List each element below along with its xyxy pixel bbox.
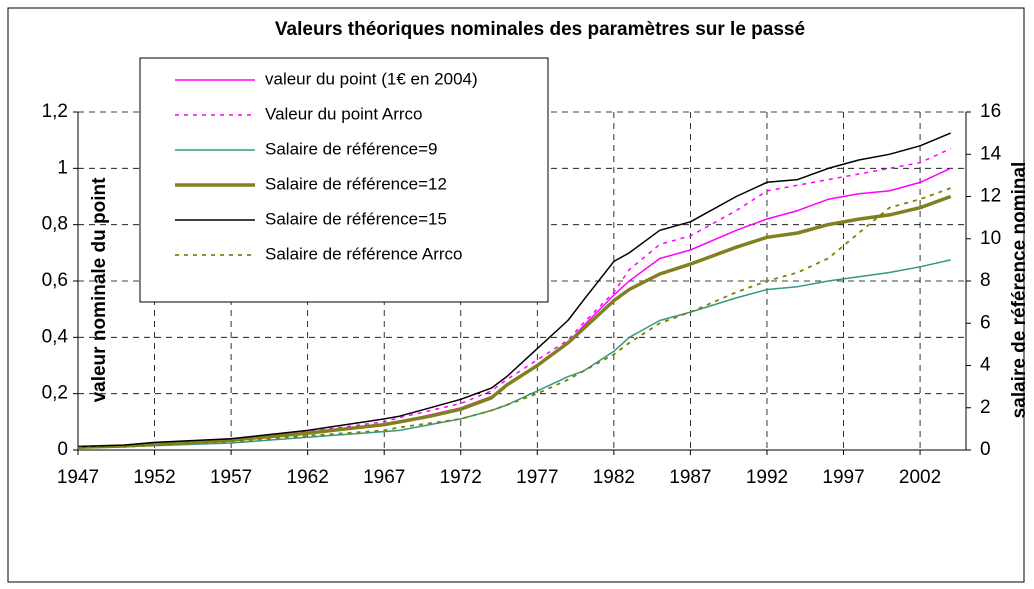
x-tick-label: 1987	[669, 467, 711, 488]
y2-tick-label: 10	[980, 228, 1001, 249]
x-tick-label: 1947	[57, 467, 99, 488]
y2-tick-label: 8	[980, 270, 991, 291]
legend-label: Salaire de référence=15	[265, 209, 447, 228]
y-tick-label: 0,6	[42, 270, 68, 291]
x-tick-label: 1977	[516, 467, 558, 488]
x-tick-label: 1962	[287, 467, 329, 488]
y-tick-label: 0,4	[42, 326, 69, 347]
x-tick-label: 1957	[210, 467, 252, 488]
x-tick-label: 1997	[822, 467, 864, 488]
y2-tick-label: 2	[980, 397, 991, 418]
y2-tick-label: 6	[980, 312, 991, 333]
y-tick-label: 0,2	[42, 383, 68, 404]
y2-tick-label: 14	[980, 143, 1002, 164]
y-tick-label: 0	[57, 439, 68, 460]
legend-label: Salaire de référence Arrco	[265, 244, 463, 263]
y-tick-label: 0,8	[42, 214, 68, 235]
x-tick-label: 1982	[593, 467, 635, 488]
legend-box	[139, 57, 549, 303]
series-line	[77, 259, 951, 449]
legend-label: Salaire de référence=9	[265, 139, 437, 158]
x-tick-label: 1967	[363, 467, 405, 488]
series-line	[77, 187, 952, 449]
x-tick-label: 1972	[440, 467, 482, 488]
y-tick-label: 1	[57, 157, 68, 178]
legend-label: valeur du point (1€ en 2004)	[265, 69, 478, 88]
x-tick-label: 2002	[899, 467, 941, 488]
series-line	[77, 132, 951, 448]
legend-label: Salaire de référence=12	[265, 174, 447, 193]
x-tick-label: 1992	[746, 467, 788, 488]
y-axis-label: valeur nominale du point	[89, 177, 110, 403]
legend-label: Valeur du point Arrco	[265, 104, 423, 123]
y2-tick-label: 0	[980, 439, 991, 460]
y-tick-label: 1,2	[42, 101, 68, 122]
y2-tick-label: 16	[980, 101, 1001, 122]
y2-axis-label: salaire de référence nominal	[1009, 162, 1030, 419]
series-line	[77, 194, 952, 450]
y2-tick-label: 4	[980, 355, 991, 376]
y2-tick-label: 12	[980, 186, 1001, 207]
chart-title: Valeurs théoriques nominales des paramèt…	[275, 19, 805, 40]
x-tick-label: 1952	[133, 467, 175, 488]
